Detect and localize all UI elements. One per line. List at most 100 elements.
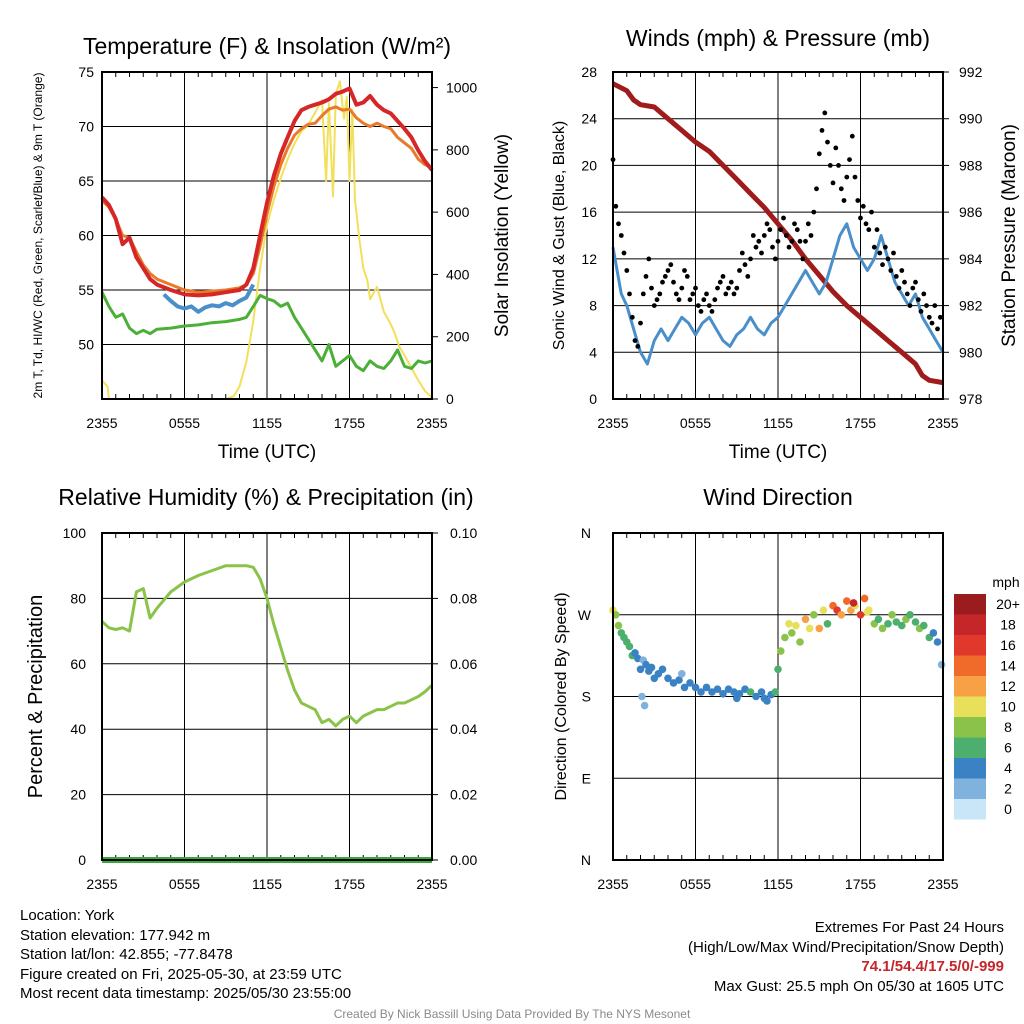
gust-point [704, 291, 709, 297]
direction-point [625, 642, 634, 651]
gust-point [921, 291, 927, 297]
x-tick-label: 1155 [252, 876, 282, 892]
gust-point [935, 326, 940, 332]
gust-point [841, 198, 847, 203]
y-tick-label: 20 [70, 787, 86, 803]
gust-point [715, 285, 720, 291]
y2-tick-label: 0.04 [450, 721, 477, 737]
chart-panel-2: 2355 0555 1155 1755 23550204060801000.000.02… [25, 484, 477, 892]
x-tick-label: 1755 [334, 876, 365, 892]
gust-point [706, 303, 712, 308]
gust-point [800, 256, 806, 262]
gust-point [836, 163, 841, 168]
direction-point [614, 621, 623, 630]
colorbar-swatch [954, 676, 986, 697]
gust-point [682, 268, 687, 273]
gust-point [673, 291, 679, 297]
gust-point [830, 180, 836, 186]
gust-point [679, 285, 685, 291]
y-axis-title: 2m T, Td, HI/WC (Red, Green, Scarlet/Blu… [31, 73, 45, 399]
x-tick-label: 1755 [845, 876, 876, 892]
direction-point [788, 629, 796, 637]
x-tick-label: 2355 [86, 415, 117, 431]
gust-point [613, 203, 619, 209]
y-tick-label: 80 [70, 590, 86, 606]
gust-point [932, 303, 938, 308]
y-tick-label: 24 [581, 111, 597, 127]
direction-point [647, 663, 656, 672]
direction-point [713, 685, 722, 693]
wind_chill-series [162, 283, 256, 314]
gust-point [849, 133, 855, 139]
y-tick-label: S [582, 689, 591, 705]
gust-point [871, 244, 877, 250]
gust-point [640, 291, 646, 297]
y-tick-label: 65 [78, 173, 94, 189]
gust-point [734, 285, 740, 291]
y-axis-title: Percent & Precipitation [25, 595, 47, 798]
y2-tick-label: 992 [959, 64, 983, 80]
direction-point [678, 670, 686, 678]
gust-point [709, 309, 715, 314]
gust-point [750, 233, 756, 238]
gust-point [880, 262, 885, 268]
gust-point [646, 256, 652, 262]
gust-point [913, 279, 918, 285]
gust-point [899, 268, 905, 273]
colorbar-label: 2 [1004, 781, 1012, 797]
extremes-title: Extremes For Past 24 Hours [814, 919, 1004, 936]
gust-point [772, 256, 778, 262]
direction-point [796, 638, 804, 646]
gust-point [657, 291, 663, 297]
plot-frame [612, 71, 944, 400]
x-axis-title: Time (UTC) [729, 442, 828, 463]
direction-point [860, 594, 869, 603]
x-tick-label: 1155 [252, 415, 282, 431]
direction-point [664, 674, 672, 683]
gust-point [891, 250, 896, 256]
direction-point [785, 620, 793, 628]
x-axis-title: Time (UTC) [218, 442, 317, 463]
direction-point [658, 665, 667, 674]
gust-point [775, 238, 781, 244]
direction-point [640, 701, 649, 710]
direction-point [856, 611, 865, 619]
extremes-summary: Extremes For Past 24 Hours (High/Low/Max… [688, 918, 1004, 996]
direction-point [892, 618, 901, 626]
y-axis-title: Sonic Wind & Gust (Blue, Black) [551, 121, 568, 350]
gust-point [654, 297, 660, 303]
gust-point [649, 285, 654, 291]
chart-panel-3: 2355 0555 1155 1755 2355 N E S W N Wind Direction D… [553, 484, 1020, 892]
direction-point [757, 688, 766, 696]
gust-point [789, 238, 795, 244]
y2-axis-title: Station Pressure (Maroon) [999, 124, 1020, 347]
gust-point [838, 186, 844, 192]
direction-point [933, 638, 942, 646]
gust-point [808, 233, 814, 238]
gust-point [885, 256, 891, 262]
gust-point [858, 215, 863, 221]
gust-point [869, 209, 874, 215]
direction-point [733, 694, 741, 703]
chart-title: Relative Humidity (%) & Precipitation (i… [58, 484, 473, 510]
direction-point [898, 621, 906, 630]
gust-point [874, 227, 880, 233]
plot-frame [101, 532, 433, 861]
gust-point [745, 274, 751, 279]
pressure-series [611, 81, 944, 386]
gust-point [618, 233, 624, 238]
colorbar-swatch [954, 655, 986, 676]
gust-point [687, 297, 693, 303]
gust-point [783, 233, 789, 238]
gust-point [852, 174, 858, 180]
y-tick-label: 0 [78, 852, 86, 868]
x-tick-label: 2355 [86, 876, 117, 892]
gust-point [819, 127, 825, 133]
direction-point [801, 615, 810, 624]
direction-point [697, 688, 705, 696]
gust-point [847, 157, 852, 163]
y2-tick-label: 0.00 [450, 852, 477, 868]
colorbar-label: 8 [1004, 719, 1012, 735]
direction-point [863, 608, 872, 616]
x-tick-label: 2355 [927, 876, 958, 892]
